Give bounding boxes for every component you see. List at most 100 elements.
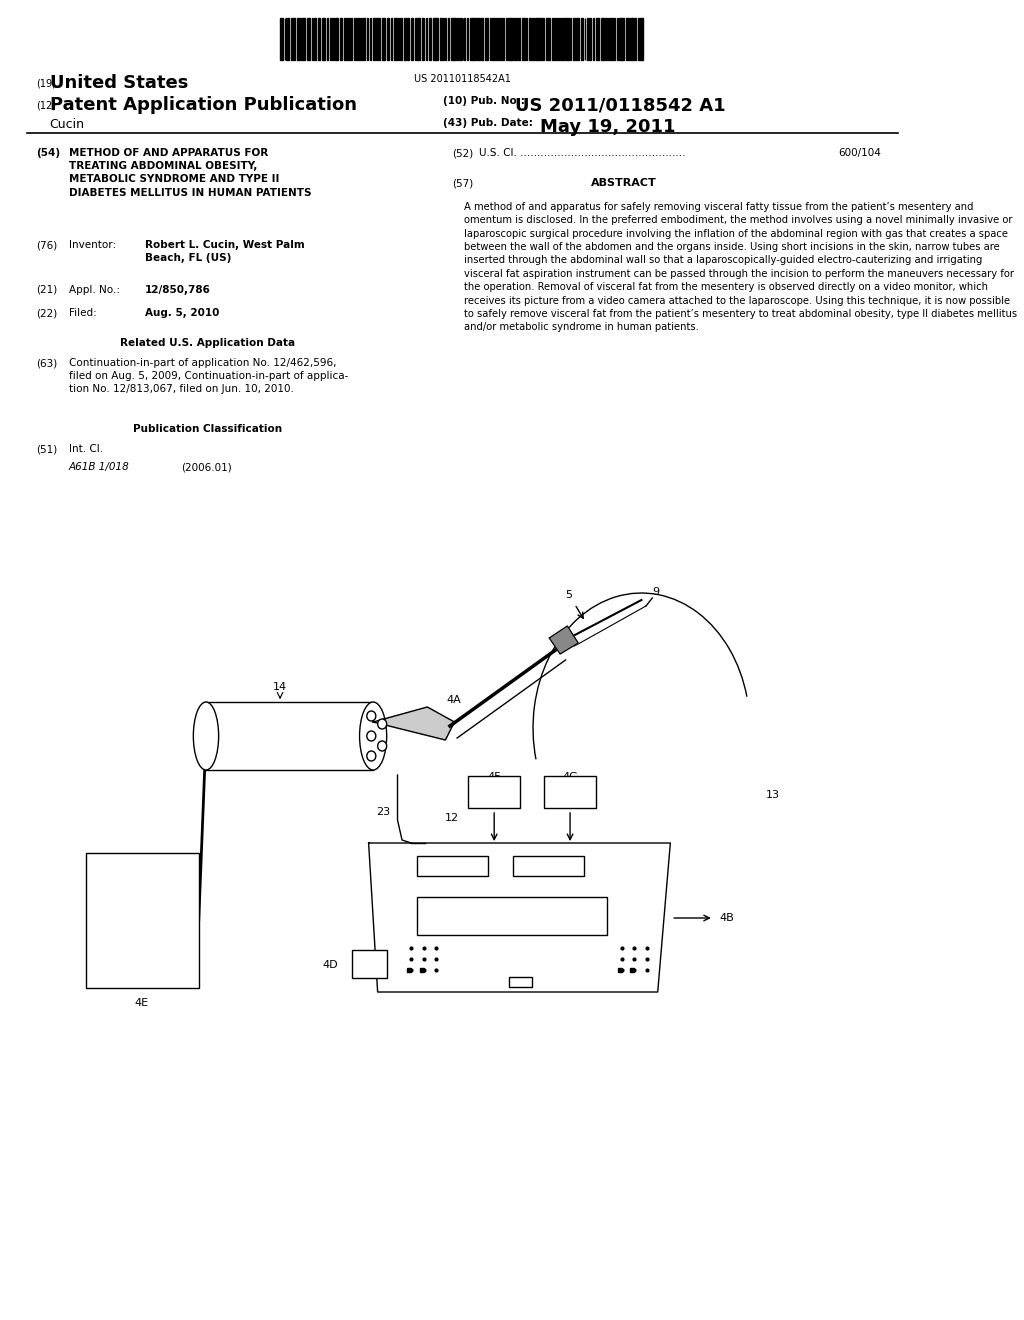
Text: (2006.01): (2006.01) [180, 462, 231, 473]
Bar [522, 18, 525, 59]
Bar [301, 18, 303, 59]
Text: Patent Application Publication: Patent Application Publication [50, 96, 356, 114]
Bar [373, 18, 375, 59]
Bar [344, 18, 346, 59]
Bar [433, 18, 434, 59]
Text: Robert L. Cucin, West Palm
Beach, FL (US): Robert L. Cucin, West Palm Beach, FL (US… [144, 240, 304, 263]
Text: U.S. Cl. .................................................: U.S. Cl. ...............................… [479, 148, 685, 158]
Text: A method of and apparatus for safely removing visceral fatty tissue from the pat: A method of and apparatus for safely rem… [464, 202, 1018, 333]
Text: Publication Classification: Publication Classification [133, 424, 283, 434]
Bar [593, 18, 595, 59]
Bar [440, 18, 441, 59]
Text: 4B: 4B [719, 913, 734, 923]
Bar [473, 18, 476, 59]
Text: Related U.S. Application Data: Related U.S. Application Data [120, 338, 295, 348]
Bar [347, 18, 349, 59]
Bar [638, 18, 641, 59]
Text: US 20110118542A1: US 20110118542A1 [414, 74, 511, 84]
Bar [572, 18, 575, 59]
Circle shape [367, 751, 376, 762]
Bar [435, 18, 438, 59]
Bar [422, 18, 424, 59]
Bar [508, 18, 510, 59]
Bar [618, 18, 622, 59]
Bar [532, 18, 534, 59]
Text: 9: 9 [652, 587, 659, 597]
Bar [542, 18, 544, 59]
Circle shape [378, 741, 387, 751]
Circle shape [378, 719, 387, 729]
Bar [287, 18, 289, 59]
Bar [509, 977, 532, 987]
Bar [379, 18, 380, 59]
Text: 4E: 4E [135, 998, 148, 1008]
Text: (63): (63) [36, 358, 57, 368]
Bar [370, 18, 372, 59]
Bar [415, 18, 417, 59]
Bar [496, 18, 498, 59]
Text: 600/104: 600/104 [838, 148, 881, 158]
Bar [324, 18, 326, 59]
Text: 14: 14 [273, 682, 287, 692]
Bar [297, 18, 300, 59]
Text: Filed:: Filed: [69, 308, 96, 318]
Bar [514, 18, 517, 59]
Bar [411, 18, 413, 59]
Text: (57): (57) [452, 178, 473, 187]
Bar [357, 18, 360, 59]
Text: (76): (76) [36, 240, 57, 249]
Bar [544, 776, 596, 808]
Text: US 2011/0118542 A1: US 2011/0118542 A1 [515, 96, 726, 114]
Bar [581, 18, 583, 59]
Text: (51): (51) [36, 444, 57, 454]
Bar [418, 855, 487, 876]
Bar [387, 18, 389, 59]
Bar [314, 18, 316, 59]
Text: A61B 1/018: A61B 1/018 [69, 462, 129, 473]
Text: 4D: 4D [323, 960, 338, 970]
Bar [468, 776, 520, 808]
Bar [349, 18, 352, 59]
Text: Inventor:: Inventor: [69, 240, 116, 249]
Bar [293, 18, 296, 59]
Text: (12): (12) [36, 100, 56, 110]
Ellipse shape [359, 702, 387, 770]
Bar [332, 18, 334, 59]
Text: 12: 12 [444, 813, 459, 822]
Bar [528, 18, 531, 59]
Bar [634, 18, 636, 59]
Bar [561, 18, 564, 59]
Bar [364, 18, 365, 59]
Text: 4G: 4G [562, 772, 578, 781]
Bar [408, 18, 410, 59]
Bar [558, 18, 560, 59]
Text: (21): (21) [36, 285, 57, 294]
Bar [626, 18, 629, 59]
Bar [535, 18, 538, 59]
Bar [601, 18, 602, 59]
Bar [451, 18, 454, 59]
Circle shape [367, 731, 376, 741]
Text: 23: 23 [376, 807, 390, 817]
Bar [477, 18, 479, 59]
Bar [485, 18, 487, 59]
Bar [340, 18, 342, 59]
Text: (52): (52) [452, 148, 473, 158]
Circle shape [367, 711, 376, 721]
Bar [335, 18, 338, 59]
Text: 9A: 9A [336, 755, 350, 766]
Bar [589, 18, 591, 59]
Text: 4F: 4F [487, 772, 501, 781]
Polygon shape [373, 708, 455, 741]
Bar [605, 18, 607, 59]
Bar [470, 18, 472, 59]
Bar [510, 18, 513, 59]
Bar [539, 18, 541, 59]
Text: (10) Pub. No.:: (10) Pub. No.: [442, 96, 524, 106]
Bar [206, 702, 373, 770]
Polygon shape [369, 843, 671, 993]
Text: 4A: 4A [446, 696, 461, 705]
Text: (54): (54) [36, 148, 60, 158]
Bar [418, 18, 420, 59]
Bar [552, 18, 555, 59]
